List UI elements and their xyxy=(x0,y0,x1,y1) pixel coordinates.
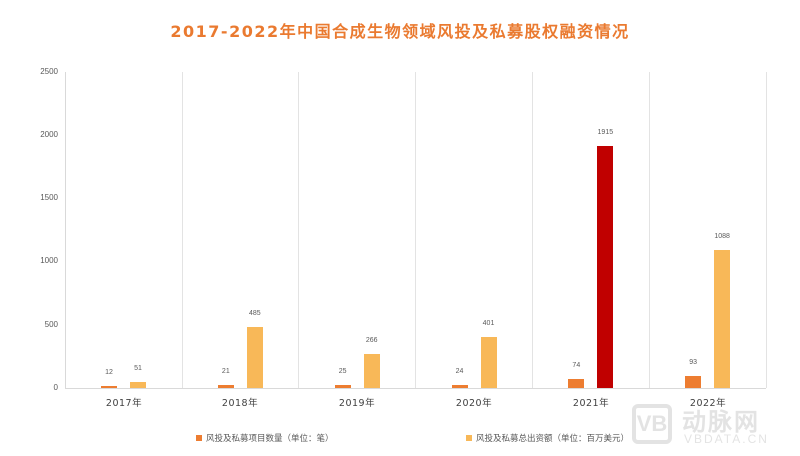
y-axis-line xyxy=(65,72,66,389)
y-tick: 2000 xyxy=(40,130,58,139)
data-label-fund: 1088 xyxy=(714,233,730,241)
bar-fund[interactable] xyxy=(714,250,731,388)
x-tick: 2021年 xyxy=(572,398,610,409)
data-label-fund: 401 xyxy=(482,320,495,328)
x-axis-line xyxy=(65,388,766,389)
data-label-fund: 51 xyxy=(134,364,142,372)
x-tick: 2022年 xyxy=(689,398,727,409)
x-tick: 2019年 xyxy=(338,398,376,409)
x-tick: 2017年 xyxy=(105,398,143,409)
bar-count[interactable] xyxy=(451,384,468,388)
y-tick: 2500 xyxy=(40,67,58,76)
category-separator xyxy=(298,72,299,388)
bar-fund[interactable] xyxy=(363,354,380,388)
bar-fund[interactable] xyxy=(246,326,263,388)
data-label-count: 21 xyxy=(221,368,230,376)
chart-title: 2017-2022年中国合成生物领域风投及私募股权融资情况 xyxy=(170,22,630,41)
y-tick: 1500 xyxy=(40,193,58,202)
data-label-count: 25 xyxy=(338,367,347,375)
bar-count[interactable] xyxy=(217,385,234,388)
legend-label-count: 风投及私募项目数量（单位：笔） xyxy=(206,434,334,444)
data-label-count: 93 xyxy=(689,359,698,367)
category-separator xyxy=(649,72,650,388)
bar-count[interactable] xyxy=(685,376,702,388)
legend-item-count[interactable]: 风投及私募项目数量（单位：笔） xyxy=(196,432,334,444)
y-tick: 500 xyxy=(44,320,58,329)
category-separator xyxy=(766,72,767,388)
data-label-fund: 266 xyxy=(365,337,378,345)
bar-fund[interactable] xyxy=(130,381,146,388)
y-tick: 1000 xyxy=(40,256,58,265)
data-label-count: 24 xyxy=(455,367,464,375)
bar-fund[interactable] xyxy=(597,145,614,388)
x-tick: 2020年 xyxy=(455,398,493,409)
category-separator xyxy=(532,72,533,388)
legend-swatch-fund xyxy=(466,435,472,441)
bar-count[interactable] xyxy=(334,384,351,388)
bar-fund[interactable] xyxy=(480,337,497,388)
data-label-fund: 485 xyxy=(248,309,261,317)
bar-count[interactable] xyxy=(101,386,117,388)
y-tick: 0 xyxy=(53,383,58,392)
category-separator xyxy=(182,72,183,388)
data-label-count: 74 xyxy=(572,361,581,369)
bar-count[interactable] xyxy=(568,378,585,388)
watermark: VB 动脉网 VBDATA.CN xyxy=(632,402,792,452)
data-label-count: 12 xyxy=(105,369,113,377)
data-label-fund: 1915 xyxy=(597,128,614,136)
watermark-cn: 动脉网 xyxy=(682,408,760,436)
x-tick: 2018年 xyxy=(221,398,259,409)
category-separator xyxy=(415,72,416,388)
watermark-en: VBDATA.CN xyxy=(684,432,769,446)
legend-label-fund: 风投及私募总出资额（单位：百万美元） xyxy=(476,434,630,444)
legend-item-fund[interactable]: 风投及私募总出资额（单位：百万美元） xyxy=(466,432,629,444)
vb-logo-icon: VB xyxy=(632,404,672,444)
legend-swatch-count xyxy=(196,435,202,441)
